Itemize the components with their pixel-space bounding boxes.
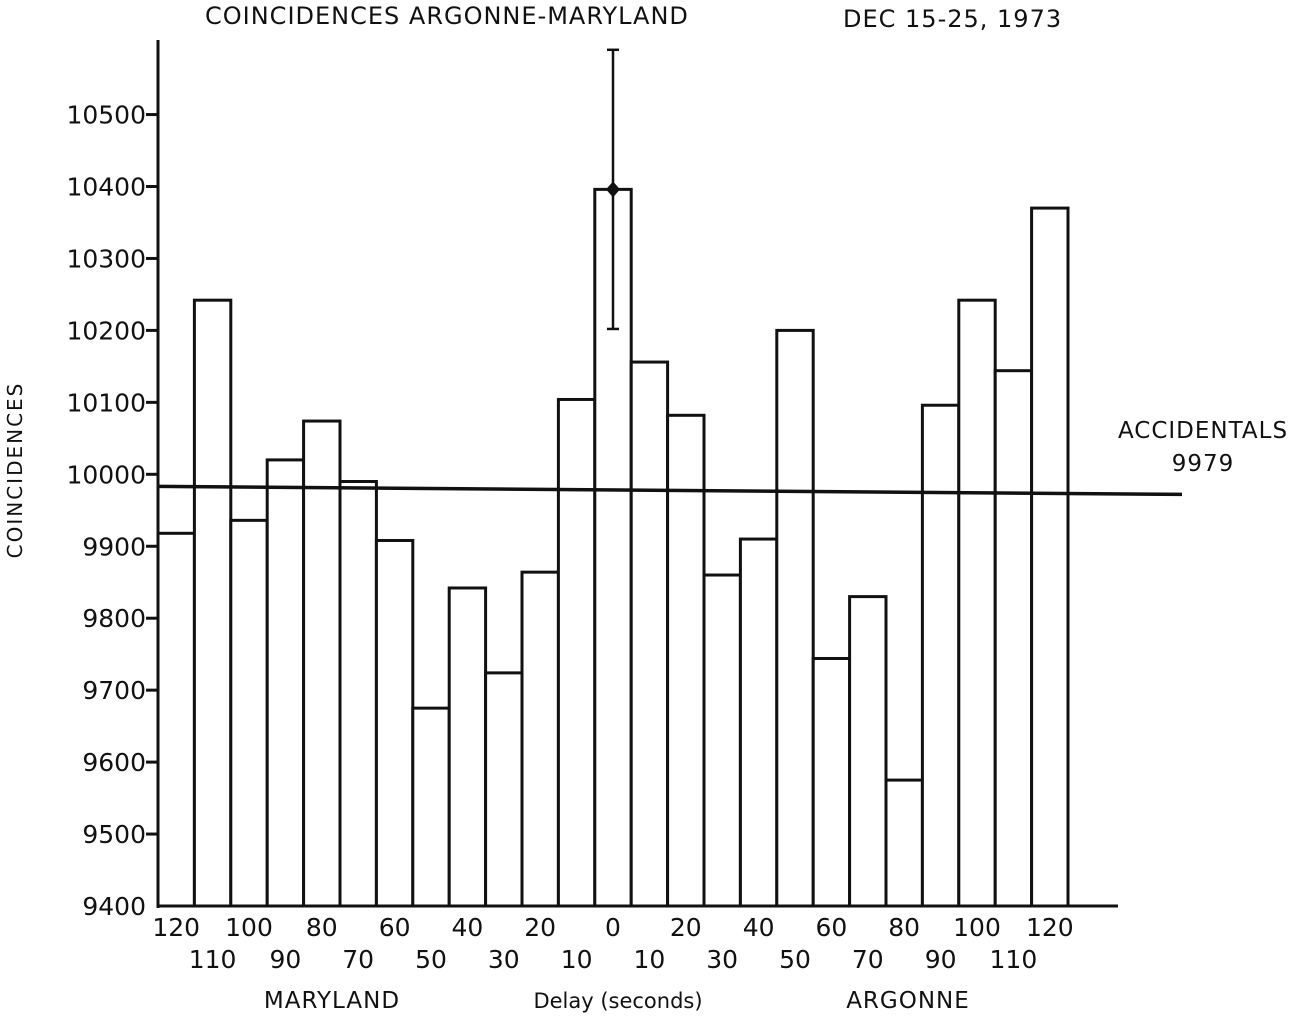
- group-label-maryland: MARYLAND: [264, 988, 400, 1014]
- x-tick-label: 20: [670, 913, 702, 942]
- bar: [848, 595, 888, 908]
- x-tick-label: 40: [451, 913, 483, 942]
- reference-line-value: 9979: [1172, 451, 1235, 477]
- bar: [302, 419, 342, 908]
- x-tick-label: 20: [524, 913, 556, 942]
- x-tick-label: 90: [269, 945, 301, 974]
- y-tick-label: 10300: [66, 244, 146, 273]
- bar: [338, 479, 378, 908]
- bar: [993, 369, 1034, 908]
- x-tick-label: 30: [488, 945, 520, 974]
- x-tick-label: 100: [953, 913, 1001, 942]
- x-tick-label: 0: [605, 913, 621, 942]
- x-tick-label: 10: [633, 945, 665, 974]
- bar: [374, 538, 415, 908]
- bar: [556, 397, 597, 908]
- x-tick-label: 80: [306, 913, 338, 942]
- x-tick-label: 40: [743, 913, 775, 942]
- x-tick-label: 70: [852, 945, 884, 974]
- x-tick-label: 50: [779, 945, 811, 974]
- y-tick-label: 10200: [66, 316, 146, 345]
- bar: [1030, 206, 1070, 908]
- x-tick-label: 110: [990, 945, 1038, 974]
- bar: [447, 586, 488, 908]
- bar: [775, 328, 815, 908]
- y-tick-label: 9600: [82, 748, 146, 777]
- y-tick-label: 10000: [66, 460, 146, 489]
- chart-title: COINCIDENCES ARGONNE-MARYLAND: [205, 2, 689, 30]
- bar: [520, 570, 560, 908]
- bar: [629, 360, 670, 908]
- x-tick-label: 70: [342, 945, 374, 974]
- bar: [192, 298, 233, 908]
- bar: [811, 656, 852, 908]
- y-tick-label: 10500: [66, 101, 146, 130]
- y-tick-label: 9700: [82, 676, 146, 705]
- x-tick-label: 60: [379, 913, 411, 942]
- error-bar-marker: [606, 181, 620, 198]
- bar: [484, 671, 524, 908]
- x-tick-label: 80: [888, 913, 920, 942]
- reference-line: [157, 484, 1183, 497]
- chart-subtitle: DEC 15-25, 1973: [843, 5, 1062, 33]
- x-tick-label: 120: [1026, 913, 1074, 942]
- bar: [702, 573, 742, 908]
- y-tick-label: 10100: [66, 388, 146, 417]
- x-tick-label: 100: [225, 913, 273, 942]
- group-label-argonne: ARGONNE: [846, 988, 970, 1014]
- x-tick-label: 120: [152, 913, 200, 942]
- bar: [666, 413, 706, 908]
- bar: [920, 403, 961, 908]
- x-tick-label: 30: [706, 945, 738, 974]
- bar: [738, 537, 779, 908]
- bar: [411, 706, 451, 908]
- y-tick-label: 9800: [82, 604, 146, 633]
- x-tick-label: 60: [815, 913, 847, 942]
- x-axis-label: Delay (seconds): [533, 989, 702, 1013]
- x-tick-label: 50: [415, 945, 447, 974]
- reference-line-label: ACCIDENTALS: [1118, 418, 1288, 444]
- y-axis-label: COINCIDENCES: [3, 382, 27, 559]
- y-tick-label: 9400: [82, 892, 146, 921]
- x-tick-label: 90: [925, 945, 957, 974]
- x-tick-label: 110: [189, 945, 237, 974]
- x-tick-label: 10: [561, 945, 593, 974]
- bar: [229, 518, 269, 908]
- bar: [265, 458, 306, 908]
- y-tick-label: 10400: [66, 173, 146, 202]
- bar: [884, 778, 924, 908]
- bar: [957, 298, 997, 908]
- y-tick-label: 9500: [82, 820, 146, 849]
- y-tick-label: 9900: [82, 532, 146, 561]
- bar: [156, 531, 196, 908]
